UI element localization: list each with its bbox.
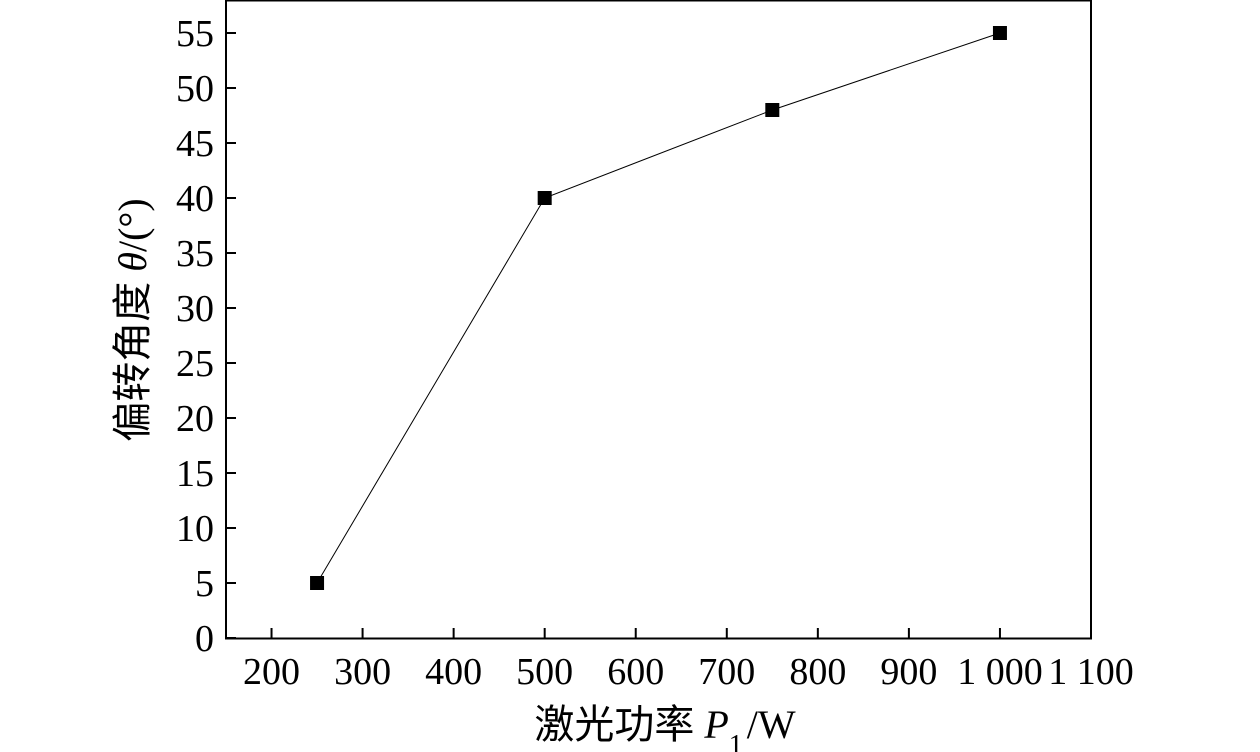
x-tick-label: 900 bbox=[880, 651, 937, 693]
y-tick-label: 5 bbox=[195, 563, 214, 605]
data-point-marker bbox=[537, 191, 552, 205]
plot-frame bbox=[225, 0, 1092, 640]
y-tick-label: 10 bbox=[176, 508, 214, 550]
x-tick-label: 1 100 bbox=[1048, 651, 1134, 693]
series-layer bbox=[310, 26, 1007, 590]
y-tick-label: 35 bbox=[176, 233, 214, 275]
y-tick-label: 40 bbox=[176, 178, 214, 220]
y-tick-label: 0 bbox=[195, 618, 214, 660]
x-tick-label: 500 bbox=[516, 651, 573, 693]
x-tick-label: 400 bbox=[425, 651, 482, 693]
x-tick-label: 200 bbox=[243, 651, 300, 693]
y-tick-label: 25 bbox=[176, 343, 214, 385]
x-tick-label: 300 bbox=[334, 651, 391, 693]
y-axis-ticks: 0 5 10 15 20 25 30 35 40 45 50 55 bbox=[176, 13, 236, 660]
data-point-marker bbox=[310, 576, 325, 590]
y-tick-label: 15 bbox=[176, 453, 214, 495]
y-tick-label: 50 bbox=[176, 68, 214, 110]
data-point-marker bbox=[765, 103, 780, 117]
data-point-marker bbox=[992, 26, 1007, 40]
series-line bbox=[316, 32, 1001, 584]
x-axis-ticks: 200 300 400 500 600 700 800 900 1 000 1 100 bbox=[243, 628, 1134, 693]
y-axis-label: 偏转角度 θ/(°) bbox=[110, 198, 155, 441]
x-tick-label: 1 000 bbox=[957, 651, 1043, 693]
x-tick-label: 800 bbox=[789, 651, 846, 693]
y-tick-label: 55 bbox=[176, 13, 214, 55]
y-tick-label: 45 bbox=[176, 123, 214, 165]
y-tick-label: 30 bbox=[176, 288, 214, 330]
x-axis-label: 激光功率 P1/W bbox=[534, 702, 796, 752]
x-tick-label: 600 bbox=[607, 651, 664, 693]
y-tick-label: 20 bbox=[176, 398, 214, 440]
x-tick-label: 700 bbox=[698, 651, 755, 693]
